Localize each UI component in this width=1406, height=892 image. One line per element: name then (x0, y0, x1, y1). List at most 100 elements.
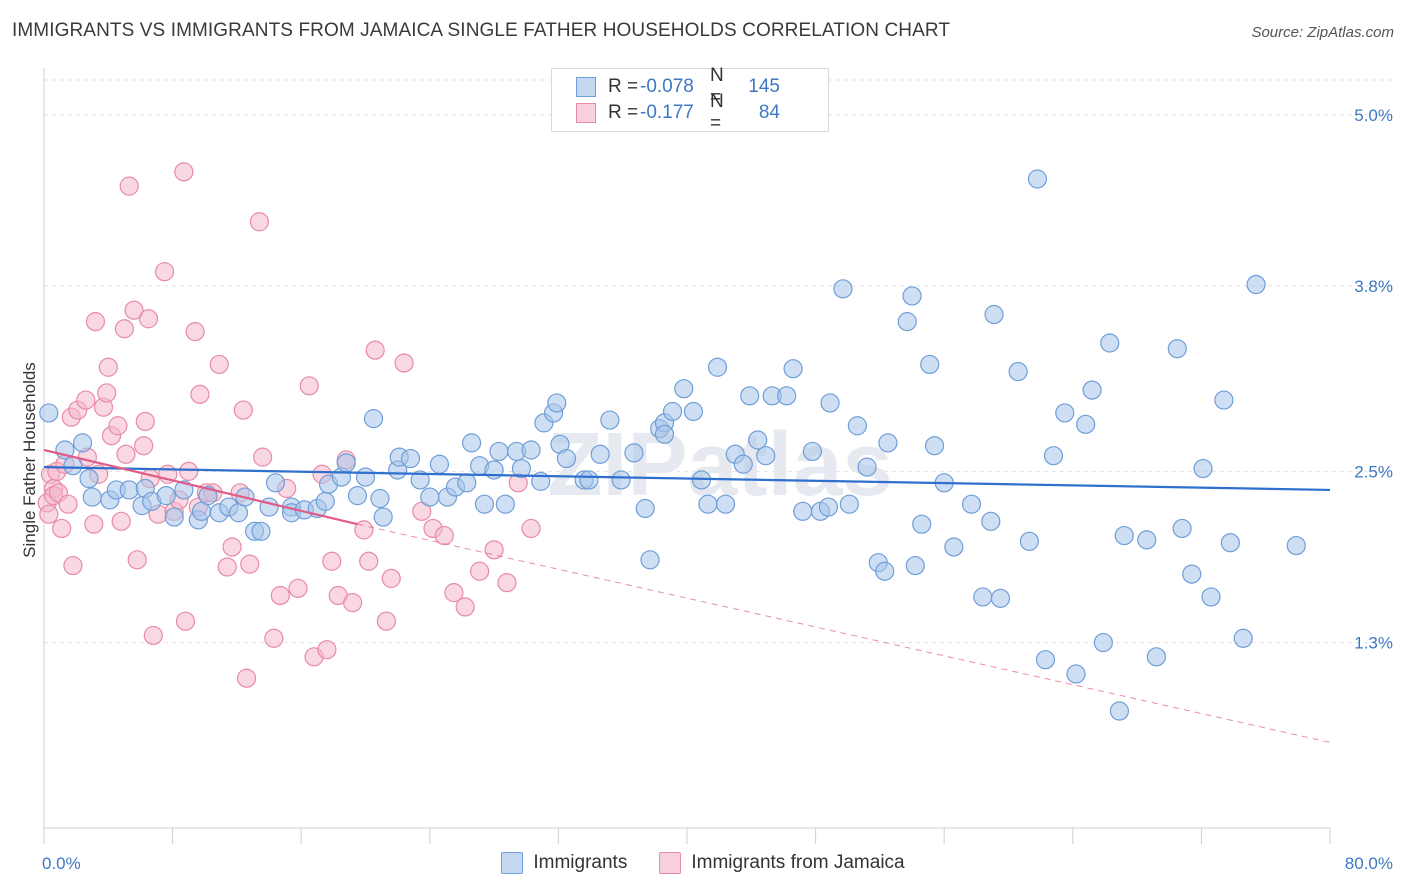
jamaica-point (455, 597, 475, 617)
immigrants-point (547, 393, 567, 413)
immigrants-point (1008, 361, 1028, 382)
immigrants-point (119, 480, 139, 500)
jamaica-point (270, 585, 290, 606)
legend-item-immigrants[interactable]: Immigrants (501, 852, 627, 874)
legend-n-label: N = (710, 91, 724, 134)
jamaica-point (521, 518, 541, 539)
immigrants-point (818, 497, 839, 517)
jamaica-point (322, 551, 342, 571)
jamaica-point (179, 461, 199, 481)
immigrants-point (1035, 650, 1056, 670)
immigrants-point (662, 401, 683, 422)
legend-item-jamaica[interactable]: Immigrants from Jamaica (659, 852, 905, 874)
immigrants-point (857, 457, 877, 477)
jamaica-point (264, 628, 284, 648)
jamaica-point (376, 611, 396, 631)
immigrants-point (990, 588, 1011, 608)
jamaica-point (359, 551, 379, 571)
immigrants-point (457, 473, 477, 493)
immigrants-point (39, 403, 59, 423)
immigrants-point (1146, 647, 1166, 667)
immigrants-point (624, 443, 644, 463)
immigrants-point (973, 587, 993, 607)
immigrants-point (1109, 701, 1130, 721)
immigrants-point (355, 467, 376, 487)
immigrants-point (912, 514, 932, 534)
immigrants-point (756, 446, 776, 466)
immigrants-point (897, 312, 917, 332)
immigrants-point (1043, 446, 1064, 466)
jamaica-point (299, 376, 319, 396)
y-tick-label: 1.3% (1354, 634, 1393, 653)
jamaica-point (209, 354, 229, 375)
immigrants-point (315, 491, 335, 511)
source-label: Source: ZipAtlas.com (1251, 24, 1394, 41)
jamaica-point (138, 309, 159, 329)
jamaica-point (190, 384, 210, 404)
jamaica-point (217, 557, 237, 577)
jamaica-point (236, 668, 257, 688)
immigrants-point (902, 286, 922, 306)
jamaica-point (381, 568, 401, 588)
immigrants-point (1019, 531, 1039, 551)
immigrants-point (944, 537, 964, 557)
immigrants-point (82, 487, 102, 507)
jamaica-point (185, 322, 205, 342)
immigrants-point (635, 498, 655, 519)
immigrants-point (833, 279, 853, 299)
jamaica-point (354, 520, 374, 540)
jamaica-point (108, 416, 128, 436)
immigrants-point (410, 470, 430, 490)
jamaica-point (111, 511, 131, 531)
immigrants-point (984, 304, 1004, 325)
jamaica-point (124, 300, 144, 320)
immigrants-point (1055, 403, 1075, 423)
legend-label-immigrants: Immigrants (533, 852, 628, 873)
y-axis-label: Single Father Households (20, 362, 39, 558)
immigrants-point (733, 454, 753, 474)
legend-n-value: 145 (748, 76, 780, 97)
jamaica-point (412, 501, 432, 521)
jamaica-point (135, 411, 155, 432)
trend-line-jamaica (43, 448, 358, 526)
jamaica-point (343, 593, 363, 613)
jamaica-point (98, 357, 118, 377)
series-jamaica-points (37, 162, 541, 688)
jamaica-point (143, 625, 163, 646)
immigrants-point (1066, 664, 1086, 684)
jamaica-point (233, 400, 253, 420)
immigrants-point (1082, 380, 1102, 400)
immigrants-point (839, 494, 859, 514)
jamaica-point (127, 550, 147, 570)
immigrants-point (1137, 530, 1157, 550)
immigrants-point (654, 424, 675, 444)
trend-lines (43, 448, 1331, 743)
immigrants-point (590, 444, 610, 464)
legend-r-value: -0.078 (640, 76, 694, 97)
y-tick-label: 2.5% (1354, 462, 1393, 481)
immigrants-point (1100, 333, 1120, 353)
immigrants-point (511, 458, 532, 479)
jamaica-point (253, 447, 273, 467)
jamaica-point (39, 504, 59, 524)
immigrants-point (640, 550, 660, 570)
jamaica-point (85, 312, 106, 332)
jamaica-point (434, 525, 454, 546)
immigrants-point (777, 386, 797, 406)
legend-r-label: R = (608, 102, 639, 123)
jamaica-point (222, 537, 242, 557)
jamaica-point (174, 162, 194, 182)
jamaica-point (288, 578, 308, 598)
x-tick-label: 0.0% (42, 854, 81, 873)
legend-swatch-blue (501, 852, 524, 874)
immigrants-point (461, 433, 482, 453)
axes (43, 68, 1331, 844)
immigrants-point (1193, 458, 1213, 479)
immigrants-point (783, 359, 803, 379)
immigrants-point (400, 448, 421, 469)
jamaica-point (249, 212, 270, 232)
immigrants-point (961, 494, 982, 514)
immigrants-point (748, 430, 768, 450)
jamaica-point (114, 319, 134, 339)
